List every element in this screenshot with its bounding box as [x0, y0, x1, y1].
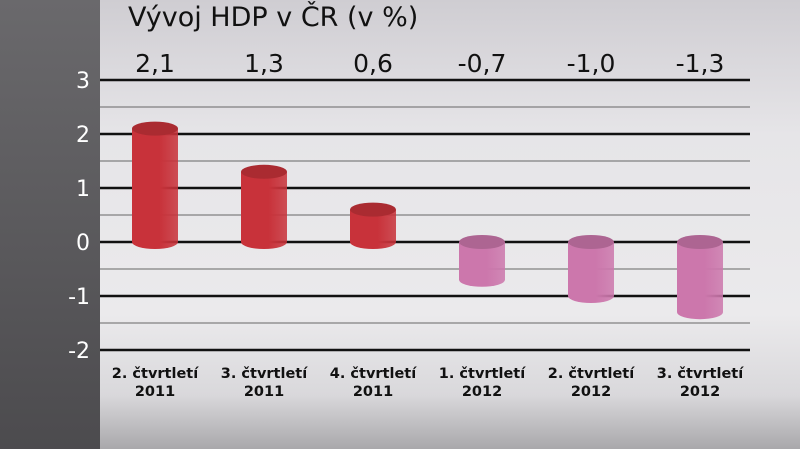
category-label-year: 2012 — [462, 384, 502, 400]
bar-top — [241, 164, 287, 179]
category-label: 1. čtvrtletí — [439, 366, 526, 382]
bar-body — [677, 242, 723, 320]
value-label: -0,7 — [458, 49, 507, 78]
y-tick-label: -1 — [68, 285, 90, 310]
category-label-year: 2011 — [244, 384, 284, 400]
chart-title: Vývoj HDP v ČR (v %) — [128, 2, 419, 33]
bar-top — [132, 121, 178, 136]
category-label: 4. čtvrtletí — [330, 366, 417, 382]
bar-top — [459, 235, 505, 249]
bar — [132, 121, 178, 249]
bar — [241, 164, 287, 249]
value-label: -1,0 — [567, 49, 616, 78]
bar-body — [241, 171, 287, 249]
y-tick-label: -2 — [68, 339, 90, 364]
value-label: 1,3 — [244, 49, 284, 78]
bar-body — [350, 209, 396, 249]
bar-body — [568, 242, 614, 303]
bar-body — [459, 242, 505, 287]
bar — [568, 235, 614, 303]
category-label-year: 2012 — [680, 384, 720, 400]
y-tick-label: 3 — [76, 69, 90, 94]
bar — [459, 235, 505, 287]
category-label: 3. čtvrtletí — [221, 366, 308, 382]
category-label: 2. čtvrtletí — [112, 366, 199, 382]
bar — [350, 202, 396, 249]
category-label-year: 2011 — [135, 384, 175, 400]
value-label: -1,3 — [676, 49, 725, 78]
y-tick-label: 0 — [76, 231, 90, 256]
bar — [677, 235, 723, 320]
bar-top — [350, 202, 396, 217]
bar-top — [677, 235, 723, 249]
category-label: 2. čtvrtletí — [548, 366, 635, 382]
category-label-year: 2012 — [571, 384, 611, 400]
category-label: 3. čtvrtletí — [657, 366, 744, 382]
y-axis-panel — [0, 0, 100, 449]
y-tick-label: 1 — [76, 177, 90, 202]
bar-top — [568, 235, 614, 249]
bar-body — [132, 128, 178, 249]
category-label-year: 2011 — [353, 384, 393, 400]
value-label: 0,6 — [353, 49, 393, 78]
y-tick-label: 2 — [76, 123, 90, 148]
value-label: 2,1 — [135, 49, 175, 78]
